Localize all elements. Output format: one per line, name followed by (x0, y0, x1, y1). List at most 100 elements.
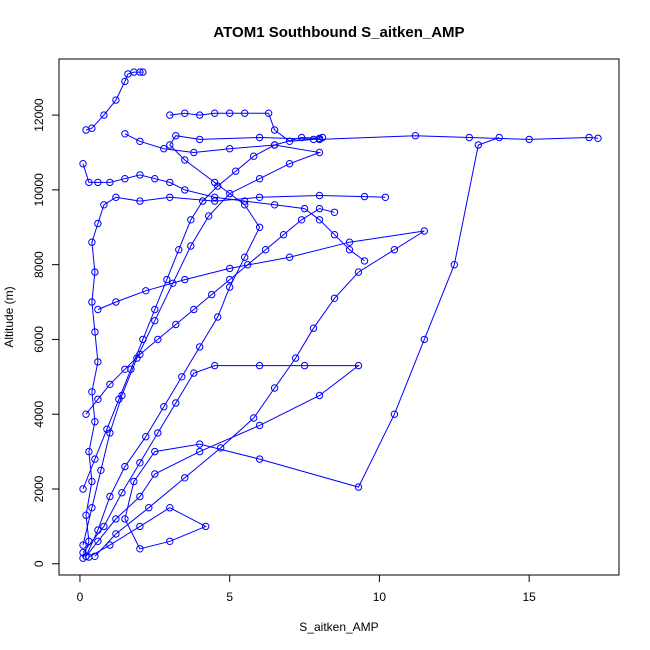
data-point (211, 193, 219, 202)
data-point (112, 515, 120, 523)
data-point (82, 511, 90, 519)
data-point (594, 134, 602, 143)
data-point (121, 130, 129, 138)
data-point (100, 522, 108, 531)
data-point (226, 145, 234, 153)
data-point (88, 298, 96, 306)
data-point (136, 522, 144, 531)
series-line (82, 365, 360, 557)
data-point (270, 141, 279, 149)
data-point (190, 305, 198, 314)
data-point (279, 231, 288, 239)
data-point (354, 268, 363, 276)
data-point (163, 275, 171, 284)
data-point (166, 504, 174, 512)
data-point (151, 447, 159, 456)
x-tick-label: 0 (77, 590, 84, 604)
series-10 (79, 133, 324, 493)
data-point (181, 275, 189, 284)
data-point (196, 440, 204, 448)
data-point (525, 135, 533, 144)
data-point (354, 361, 363, 370)
data-point (360, 192, 369, 201)
data-point (139, 335, 147, 344)
data-point (94, 537, 102, 545)
data-point (166, 537, 174, 545)
data-point (211, 109, 219, 117)
data-point (285, 160, 294, 168)
data-point (94, 178, 102, 187)
x-tick-label: 10 (373, 590, 387, 604)
data-point (585, 133, 593, 142)
data-point (79, 485, 87, 493)
data-point (151, 470, 159, 478)
data-point (130, 477, 138, 486)
data-point (450, 261, 458, 269)
data-point (106, 541, 114, 549)
series-4 (91, 227, 428, 560)
data-point (100, 111, 108, 119)
data-point (112, 193, 120, 202)
data-point (345, 238, 354, 246)
data-point (94, 358, 102, 366)
y-axis: 0 2000 4000 6000 8000 10000 12000 (32, 98, 60, 567)
data-point (474, 141, 482, 149)
data-point (151, 175, 159, 183)
data-point (190, 369, 198, 377)
data-point (381, 193, 390, 202)
data-point (136, 545, 144, 553)
data-point (166, 111, 174, 119)
data-point (118, 489, 126, 497)
data-point (232, 167, 240, 175)
series-3 (85, 133, 503, 561)
data-point (139, 68, 147, 76)
data-point (345, 246, 354, 254)
data-point (82, 410, 90, 418)
data-point (297, 216, 306, 224)
data-point (88, 238, 96, 246)
data-point (330, 231, 339, 239)
x-axis-label: S_aitken_AMP (299, 620, 378, 634)
data-point (390, 246, 399, 254)
series-line (82, 136, 320, 490)
data-point (127, 365, 135, 373)
data-point (214, 313, 222, 321)
series-8 (166, 109, 327, 146)
data-point (465, 133, 473, 142)
data-point (106, 492, 114, 501)
data-point (297, 133, 306, 142)
y-tick-label: 4000 (32, 401, 46, 428)
y-tick-label: 0 (32, 560, 46, 567)
y-tick-label: 12000 (32, 98, 46, 132)
data-point (226, 283, 234, 291)
series-line (82, 163, 365, 262)
series-line (88, 137, 500, 558)
data-point (250, 152, 258, 160)
series-line (94, 230, 425, 557)
data-point (199, 197, 207, 205)
data-point (136, 492, 144, 501)
chart-title: ATOM1 Southbound S_aitken_AMP (213, 24, 464, 41)
data-point (411, 132, 420, 140)
data-point (79, 160, 87, 168)
data-point (300, 361, 309, 370)
data-point (100, 201, 108, 209)
data-point (354, 483, 363, 491)
data-point (112, 530, 120, 538)
data-point (315, 391, 324, 400)
data-point (196, 135, 204, 144)
data-point (94, 305, 102, 314)
x-axis: 0 5 10 15 (77, 574, 536, 604)
plot-area (79, 68, 602, 562)
data-point (172, 132, 180, 140)
data-point (121, 175, 129, 183)
data-point (208, 290, 216, 299)
data-point (136, 197, 144, 205)
data-point (115, 395, 123, 403)
data-point (187, 242, 195, 250)
data-point (88, 124, 96, 132)
data-point (85, 447, 93, 456)
data-point (390, 410, 399, 418)
data-point (190, 148, 198, 157)
